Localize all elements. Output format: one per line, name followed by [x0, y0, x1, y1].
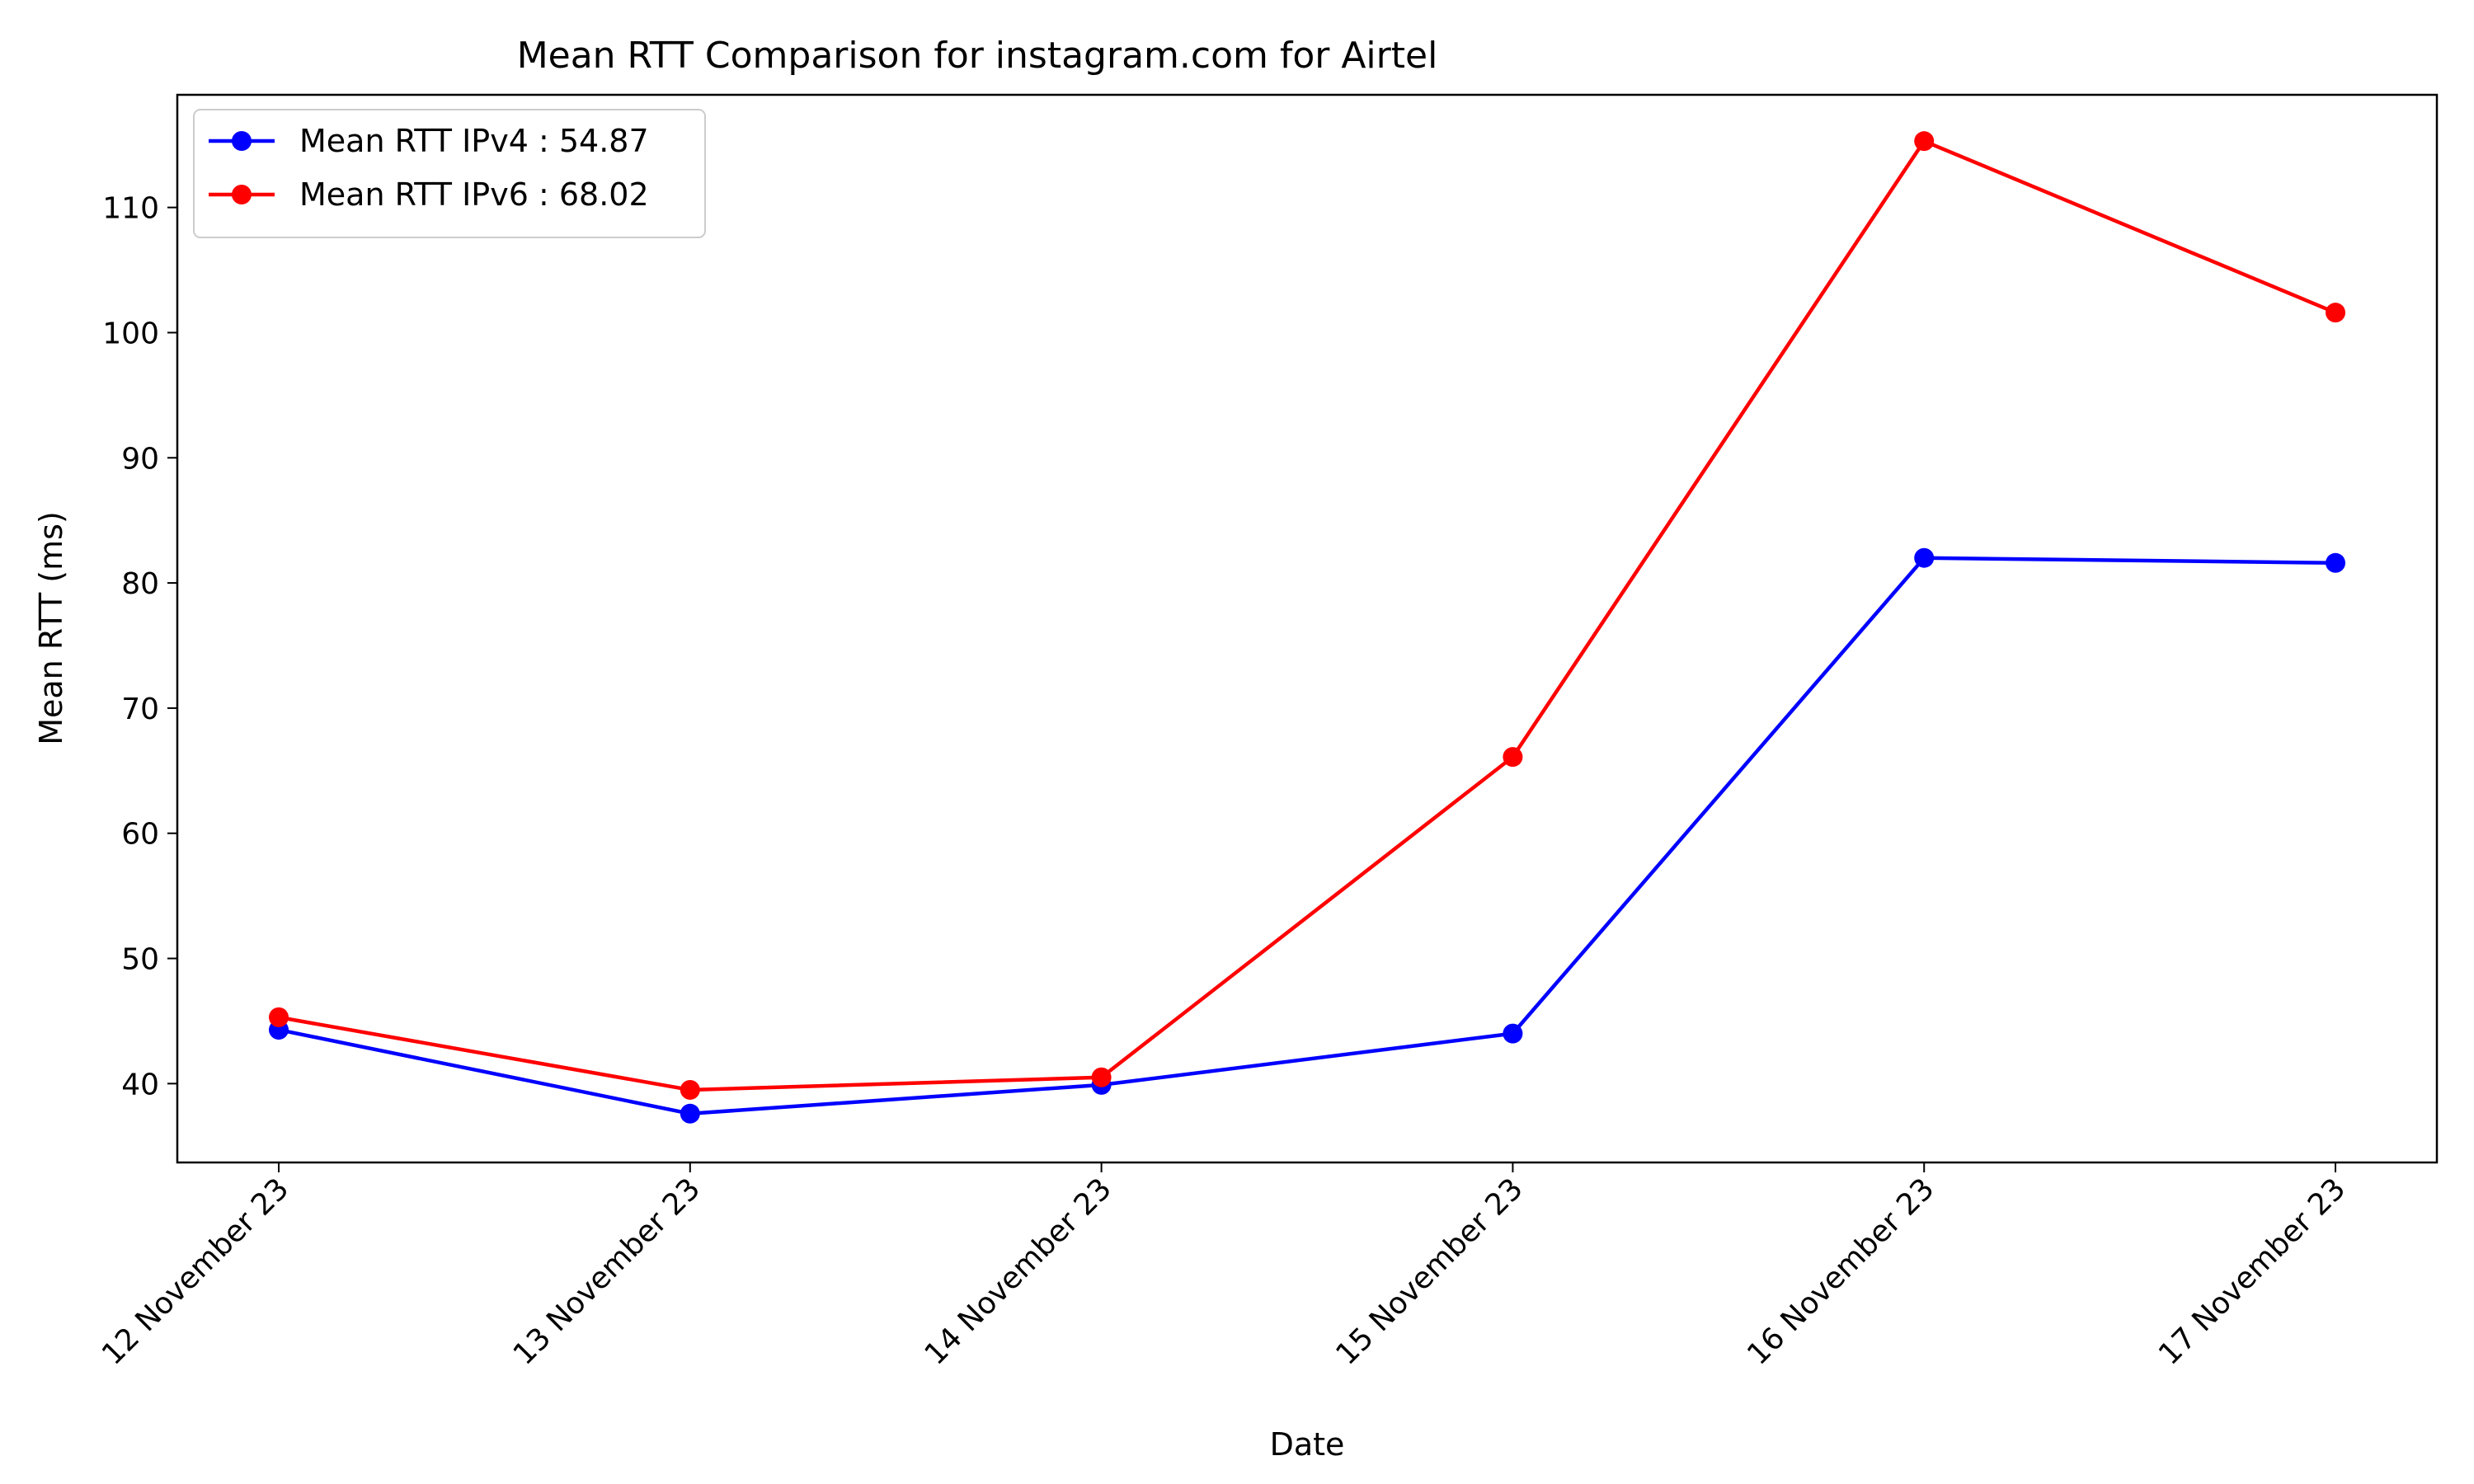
series-2-point — [1091, 1067, 1112, 1087]
y-axis-label: Mean RTT (ms) — [33, 511, 69, 745]
series-line-2 — [278, 139, 2336, 1092]
series-2-point — [269, 1007, 289, 1027]
y-tick-label: 70 — [121, 693, 159, 726]
series-line-1 — [278, 556, 2336, 1116]
series-2-point — [680, 1079, 700, 1100]
legend: Mean RTT IPv4 : 54.87 Mean RTT IPv6 : 68.… — [193, 109, 706, 238]
series-2-point — [1914, 131, 1935, 152]
plot-frame — [176, 93, 2439, 1164]
legend-marker-2 — [232, 185, 252, 204]
y-axis: 40 50 60 70 80 90 100 110 — [102, 192, 177, 1101]
x-axis-label: Date — [1270, 1426, 1345, 1463]
y-tick-label: 80 — [121, 567, 159, 601]
y-tick-label: 100 — [102, 317, 159, 350]
y-tick-label: 110 — [102, 192, 159, 226]
series-1-point — [680, 1103, 700, 1124]
series-2-point — [2326, 303, 2345, 323]
legend-label-1: Mean RTT IPv4 : 54.87 — [299, 123, 649, 159]
series-1-point — [1914, 547, 1935, 568]
plot-area — [269, 131, 2345, 1124]
y-tick-label: 40 — [121, 1068, 159, 1101]
y-tick-label: 60 — [121, 818, 159, 852]
legend-label-2: Mean RTT IPv6 : 68.02 — [299, 176, 649, 213]
chart-title: Mean RTT Comparison for instagram.com fo… — [517, 35, 1438, 77]
legend-marker-1 — [232, 131, 252, 151]
series-1-point — [1503, 1023, 1523, 1044]
y-tick-label: 50 — [121, 943, 159, 977]
series-1-point — [2326, 552, 2345, 573]
series-2-point — [1503, 747, 1523, 768]
legend-box — [193, 109, 706, 238]
y-tick-label: 90 — [121, 442, 159, 476]
